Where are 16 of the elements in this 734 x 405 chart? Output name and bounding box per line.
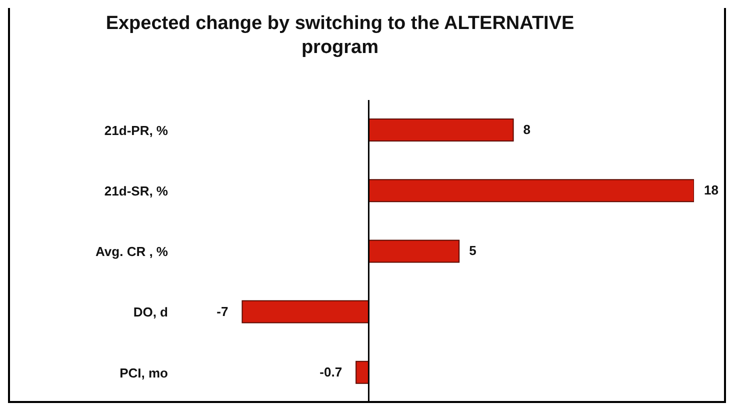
- bar: [368, 118, 514, 142]
- data-label: 8: [523, 122, 531, 137]
- y-tick-label: DO, d: [133, 304, 168, 320]
- y-tick-label: PCI, mo: [120, 365, 168, 380]
- y-tick-label: 21d-PR, %: [104, 122, 168, 138]
- bar: [368, 240, 460, 263]
- bar: [356, 360, 370, 384]
- bar: [368, 179, 694, 202]
- data-label: -0.7: [320, 364, 342, 380]
- bar: [242, 300, 370, 324]
- y-tick-label: 21d-SR, %: [104, 184, 168, 199]
- y-tick-label: Avg. CR , %: [96, 244, 168, 260]
- data-label: 5: [469, 243, 476, 258]
- data-label: 18: [704, 182, 718, 198]
- chart-title: Expected change by switching to the ALTERNATIVE program: [104, 12, 576, 60]
- data-label: -7: [216, 304, 228, 319]
